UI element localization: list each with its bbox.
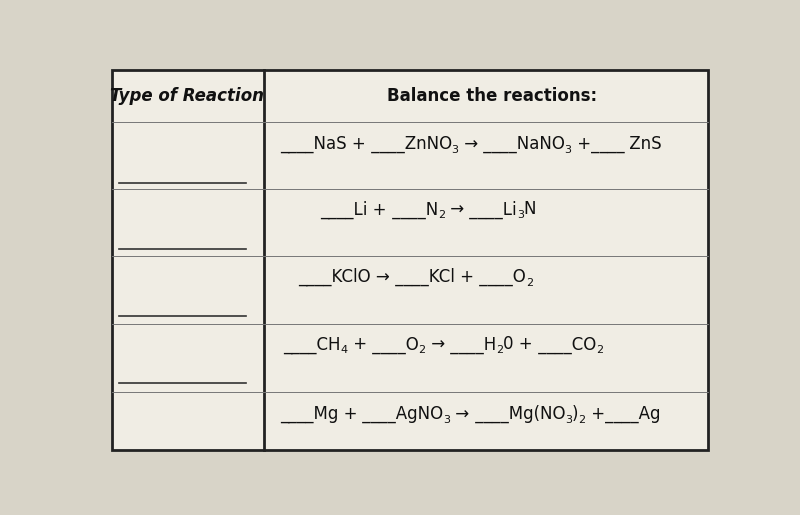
Text: 2: 2 xyxy=(418,345,426,355)
Text: ____AgNO: ____AgNO xyxy=(358,405,443,423)
Text: Balance the reactions:: Balance the reactions: xyxy=(387,87,598,105)
Text: ____Mg(NO: ____Mg(NO xyxy=(470,405,565,423)
Text: ____H: ____H xyxy=(445,336,496,354)
Text: →: → xyxy=(458,135,478,153)
Text: →: → xyxy=(426,335,445,353)
Text: N: N xyxy=(524,200,536,218)
Text: ____O: ____O xyxy=(474,268,526,286)
Text: ____N: ____N xyxy=(386,201,438,219)
Text: 2: 2 xyxy=(596,345,603,355)
FancyBboxPatch shape xyxy=(112,70,708,451)
Text: +: + xyxy=(347,335,366,353)
Text: ____ZnNO: ____ZnNO xyxy=(366,135,452,153)
Text: +____: +____ xyxy=(572,135,624,153)
Text: ____KCl +: ____KCl + xyxy=(390,268,474,286)
Text: ____KClO →: ____KClO → xyxy=(298,268,390,286)
Text: →: → xyxy=(445,200,464,218)
Text: ): ) xyxy=(572,405,578,423)
Text: ____Li +: ____Li + xyxy=(320,200,386,219)
Text: →: → xyxy=(450,405,470,423)
Text: Type of Reaction: Type of Reaction xyxy=(110,87,264,105)
Text: 2: 2 xyxy=(496,345,503,355)
Text: +____Ag: +____Ag xyxy=(586,405,660,423)
Text: ____Mg +: ____Mg + xyxy=(280,405,358,423)
Text: 2: 2 xyxy=(438,211,445,220)
Text: 4: 4 xyxy=(341,345,347,355)
Text: ____Li: ____Li xyxy=(464,200,517,219)
Text: ____O: ____O xyxy=(366,336,418,354)
Text: 0 +: 0 + xyxy=(503,335,533,353)
Text: 2: 2 xyxy=(578,415,586,425)
Text: 3: 3 xyxy=(565,415,572,425)
Text: 3: 3 xyxy=(452,145,458,155)
Text: 3: 3 xyxy=(443,415,450,425)
Text: 2: 2 xyxy=(526,278,533,288)
Text: 3: 3 xyxy=(565,145,572,155)
Text: ____NaS +: ____NaS + xyxy=(280,135,366,153)
Text: ____NaNO: ____NaNO xyxy=(478,135,565,153)
Text: ZnS: ZnS xyxy=(624,135,662,153)
Text: ____CO: ____CO xyxy=(533,336,596,354)
Text: ____CH: ____CH xyxy=(283,336,341,354)
Text: 3: 3 xyxy=(517,211,524,220)
